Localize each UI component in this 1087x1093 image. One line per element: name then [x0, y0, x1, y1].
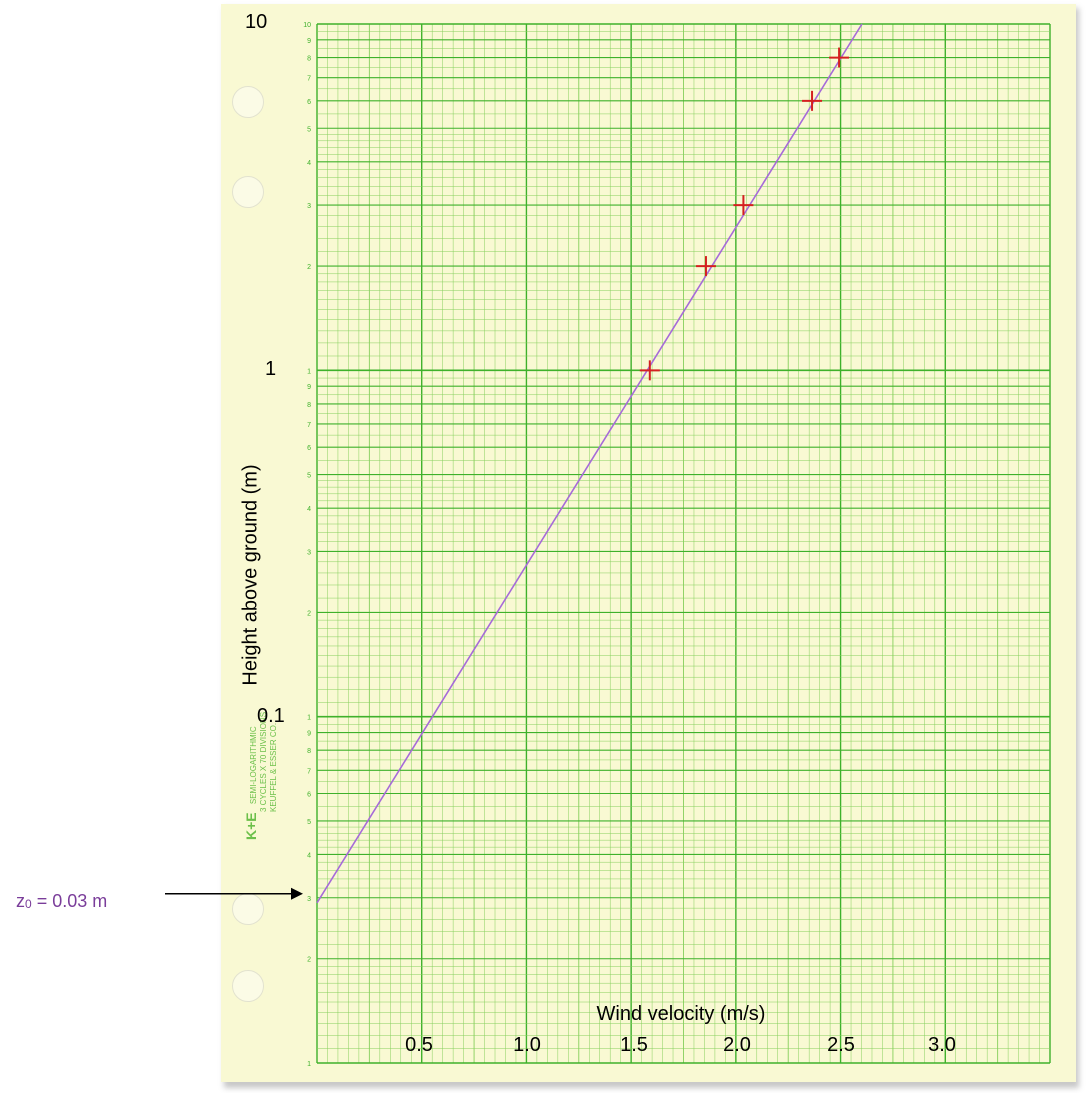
binder-hole	[232, 970, 264, 1002]
paper-cycle-number: 4	[307, 852, 311, 859]
paper-cycle-number: 2	[307, 264, 311, 271]
annotation-prefix: z	[16, 891, 25, 911]
data-point	[695, 256, 716, 277]
paper-cycle-number: 3	[307, 896, 311, 903]
annotation-subscript: 0	[25, 897, 32, 911]
y-axis-label: Height above ground (m)	[239, 464, 262, 686]
paper-cycle-number: 1	[307, 368, 311, 375]
annotation-arrowhead	[291, 887, 303, 900]
x-tick-label: 2.5	[827, 1034, 855, 1056]
paper-cycle-number: 8	[307, 56, 311, 63]
paper-cycle-number: 9	[307, 384, 311, 391]
x-axis-label: Wind velocity (m/s)	[596, 1003, 766, 1025]
paper-cycle-number: 1	[307, 715, 311, 722]
x-tick-label: 2.0	[723, 1034, 751, 1056]
graph-paper	[221, 4, 1076, 1082]
data-point	[802, 90, 823, 111]
paper-cycle-number: 9	[307, 731, 311, 738]
data-point	[829, 47, 850, 68]
paper-cycle-number: 9	[307, 38, 311, 45]
binder-hole	[232, 86, 264, 118]
paper-cycle-number: 8	[307, 402, 311, 409]
fit-line	[316, 23, 863, 904]
paper-cycle-number: 3	[307, 203, 311, 210]
paper-cycle-number: 7	[307, 76, 311, 83]
paper-cycle-number: 2	[307, 610, 311, 617]
paper-cycle-number: 2	[307, 957, 311, 964]
x-tick-label: 3.0	[928, 1034, 956, 1056]
paper-cycle-number: 10	[303, 22, 311, 29]
binder-hole	[232, 176, 264, 208]
paper-cycle-number: 7	[307, 422, 311, 429]
paper-cycle-number: 4	[307, 506, 311, 513]
brand-logo: K+E	[243, 812, 259, 840]
brand-line: SEMI-LOGARITHMIC	[249, 726, 258, 805]
paper-cycle-number: 6	[307, 792, 311, 799]
binder-hole	[232, 893, 264, 925]
y-tick-label: 0.1	[257, 705, 285, 727]
paper-cycle-number: 6	[307, 445, 311, 452]
paper-cycle-number: 6	[307, 99, 311, 106]
paper-cycle-number: 5	[307, 473, 311, 480]
paper-cycle-number: 8	[307, 748, 311, 755]
paper-cycle-number: 1	[307, 1061, 311, 1068]
brand-line: KEUFFEL & ESSER CO.	[269, 722, 278, 812]
paper-cycle-number: 5	[307, 126, 311, 133]
paper-cycle-number: 3	[307, 549, 311, 556]
y-tick-label: 1	[265, 358, 277, 380]
x-tick-label: 0.5	[405, 1034, 433, 1056]
data-point	[733, 195, 754, 216]
paper-cycle-number: 4	[307, 160, 311, 167]
paper-cycle-number: 5	[307, 819, 311, 826]
x-tick-label: 1.5	[620, 1034, 648, 1056]
roughness-annotation: z0 = 0.03 m	[16, 891, 107, 912]
annotation-suffix: = 0.03 m	[31, 891, 108, 911]
paper-cycle-number: 7	[307, 768, 311, 775]
y-tick-label: 10	[245, 11, 268, 33]
x-tick-label: 1.0	[513, 1034, 541, 1056]
data-point	[639, 360, 660, 381]
